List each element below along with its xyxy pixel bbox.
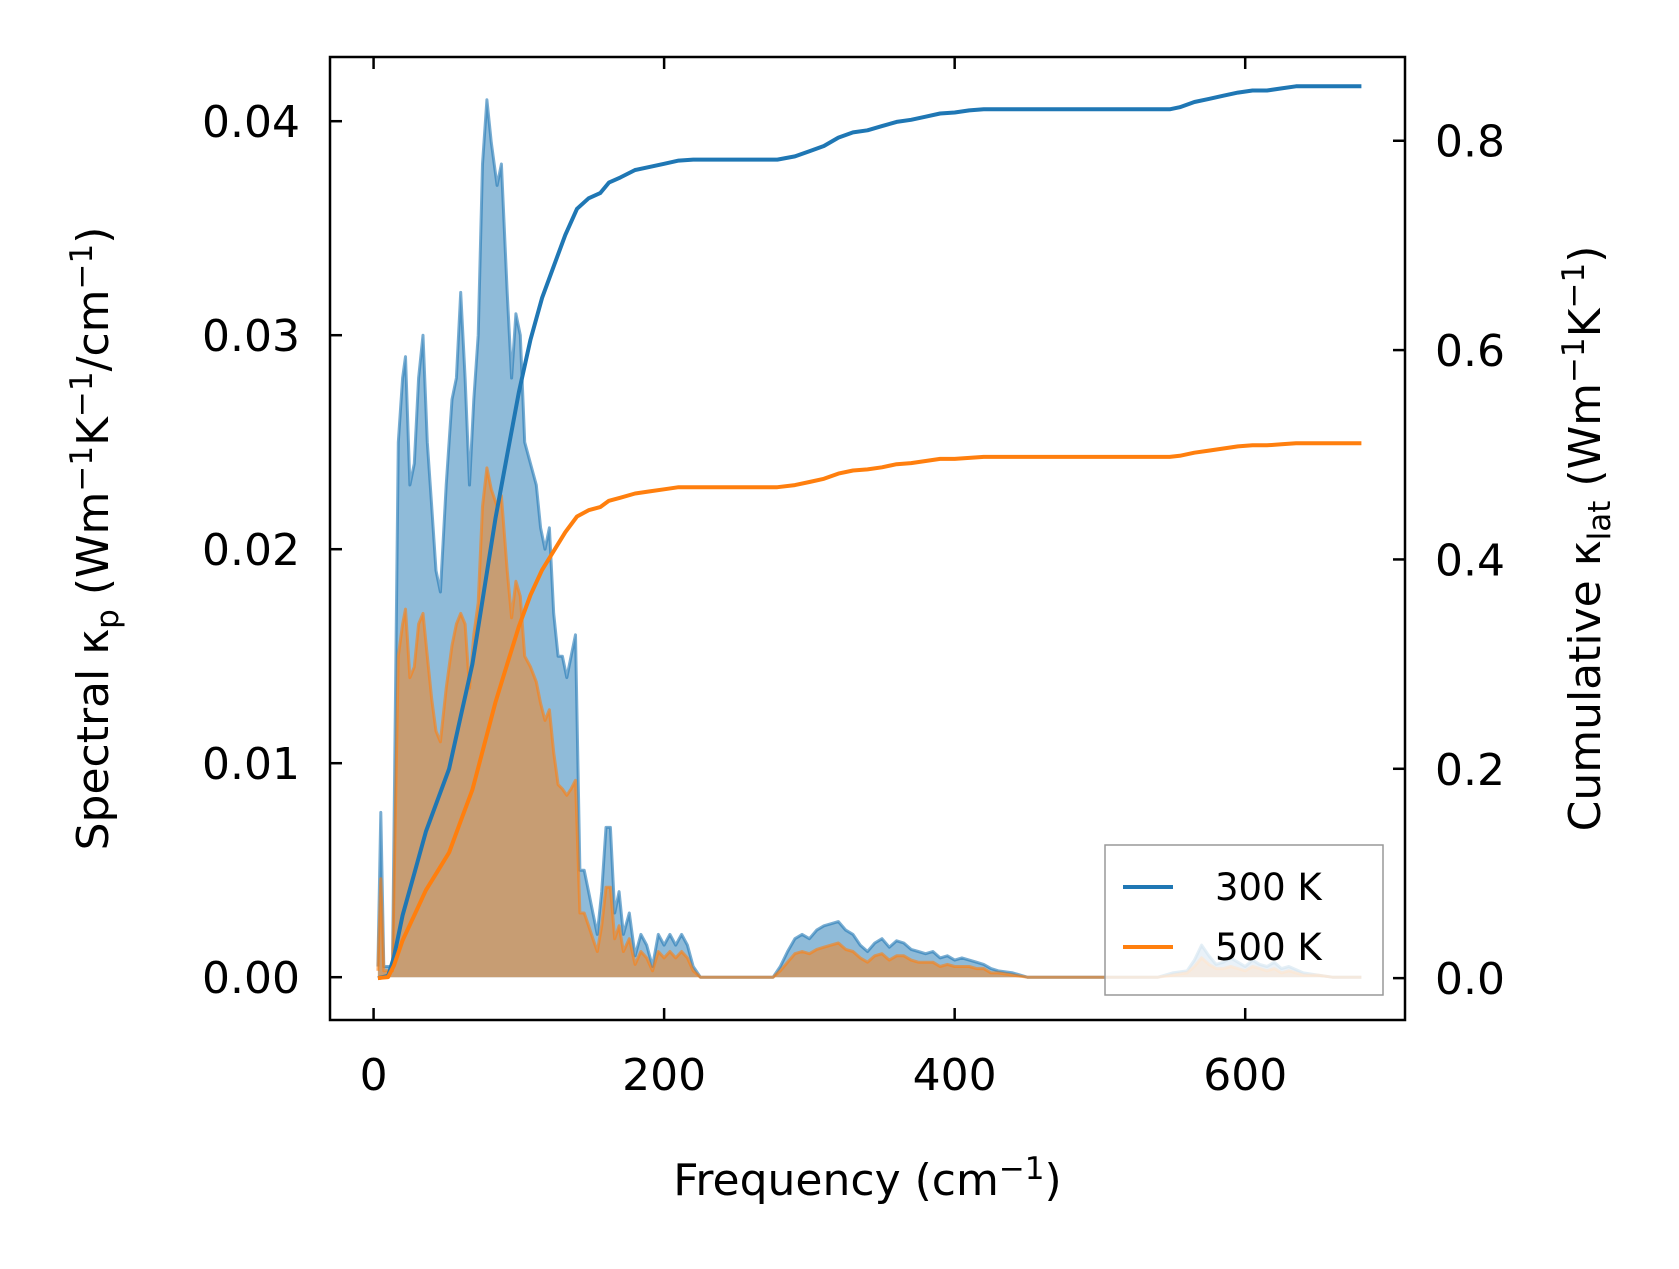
legend-label-300k: 300 K: [1215, 866, 1323, 909]
y-right-tick-label: 0.8: [1435, 117, 1505, 168]
legend: 300 K 500 K: [1104, 844, 1384, 996]
y-axis-label-right: Cumulative κlat (Wm−1K−1): [1556, 246, 1618, 832]
y-right-tick-label: 0.4: [1435, 535, 1505, 586]
y-right-tick-label: 0.2: [1435, 745, 1505, 796]
axes-layer: 0 200 400 600 0.00 0.01 0.02 0.03 0.04 0.0 0.2 0.4 0…: [64, 55, 1618, 1206]
y-right-tick-label: 0.0: [1435, 954, 1505, 1005]
x-tick-label: 0: [360, 1050, 388, 1101]
cumulative-line-500k: [377, 441, 1362, 981]
cumulative-line-300k: [377, 84, 1362, 981]
spectral-area-500k: [377, 467, 1362, 978]
y-left-tick-label: 0.02: [202, 525, 300, 576]
x-tick-label: 600: [1203, 1050, 1287, 1101]
y-right-tick-label: 0.6: [1435, 326, 1505, 377]
x-axis-label: Frequency (cm−1): [673, 1151, 1061, 1206]
y-left-tick-label: 0.03: [202, 311, 300, 362]
legend-label-500k: 500 K: [1215, 926, 1323, 969]
y-left-tick-label: 0.04: [202, 97, 300, 148]
y-left-tick-label: 0.01: [202, 739, 300, 790]
y-axis-label-left: Spectral κp (Wm−1K−1/cm−1): [64, 227, 126, 851]
axes-frame: [328, 55, 1407, 1022]
legend-box: [1104, 844, 1384, 996]
y-left-tick-label: 0.00: [202, 953, 300, 1004]
x-tick-label: 400: [913, 1050, 997, 1101]
x-tick-label: 200: [622, 1050, 706, 1101]
